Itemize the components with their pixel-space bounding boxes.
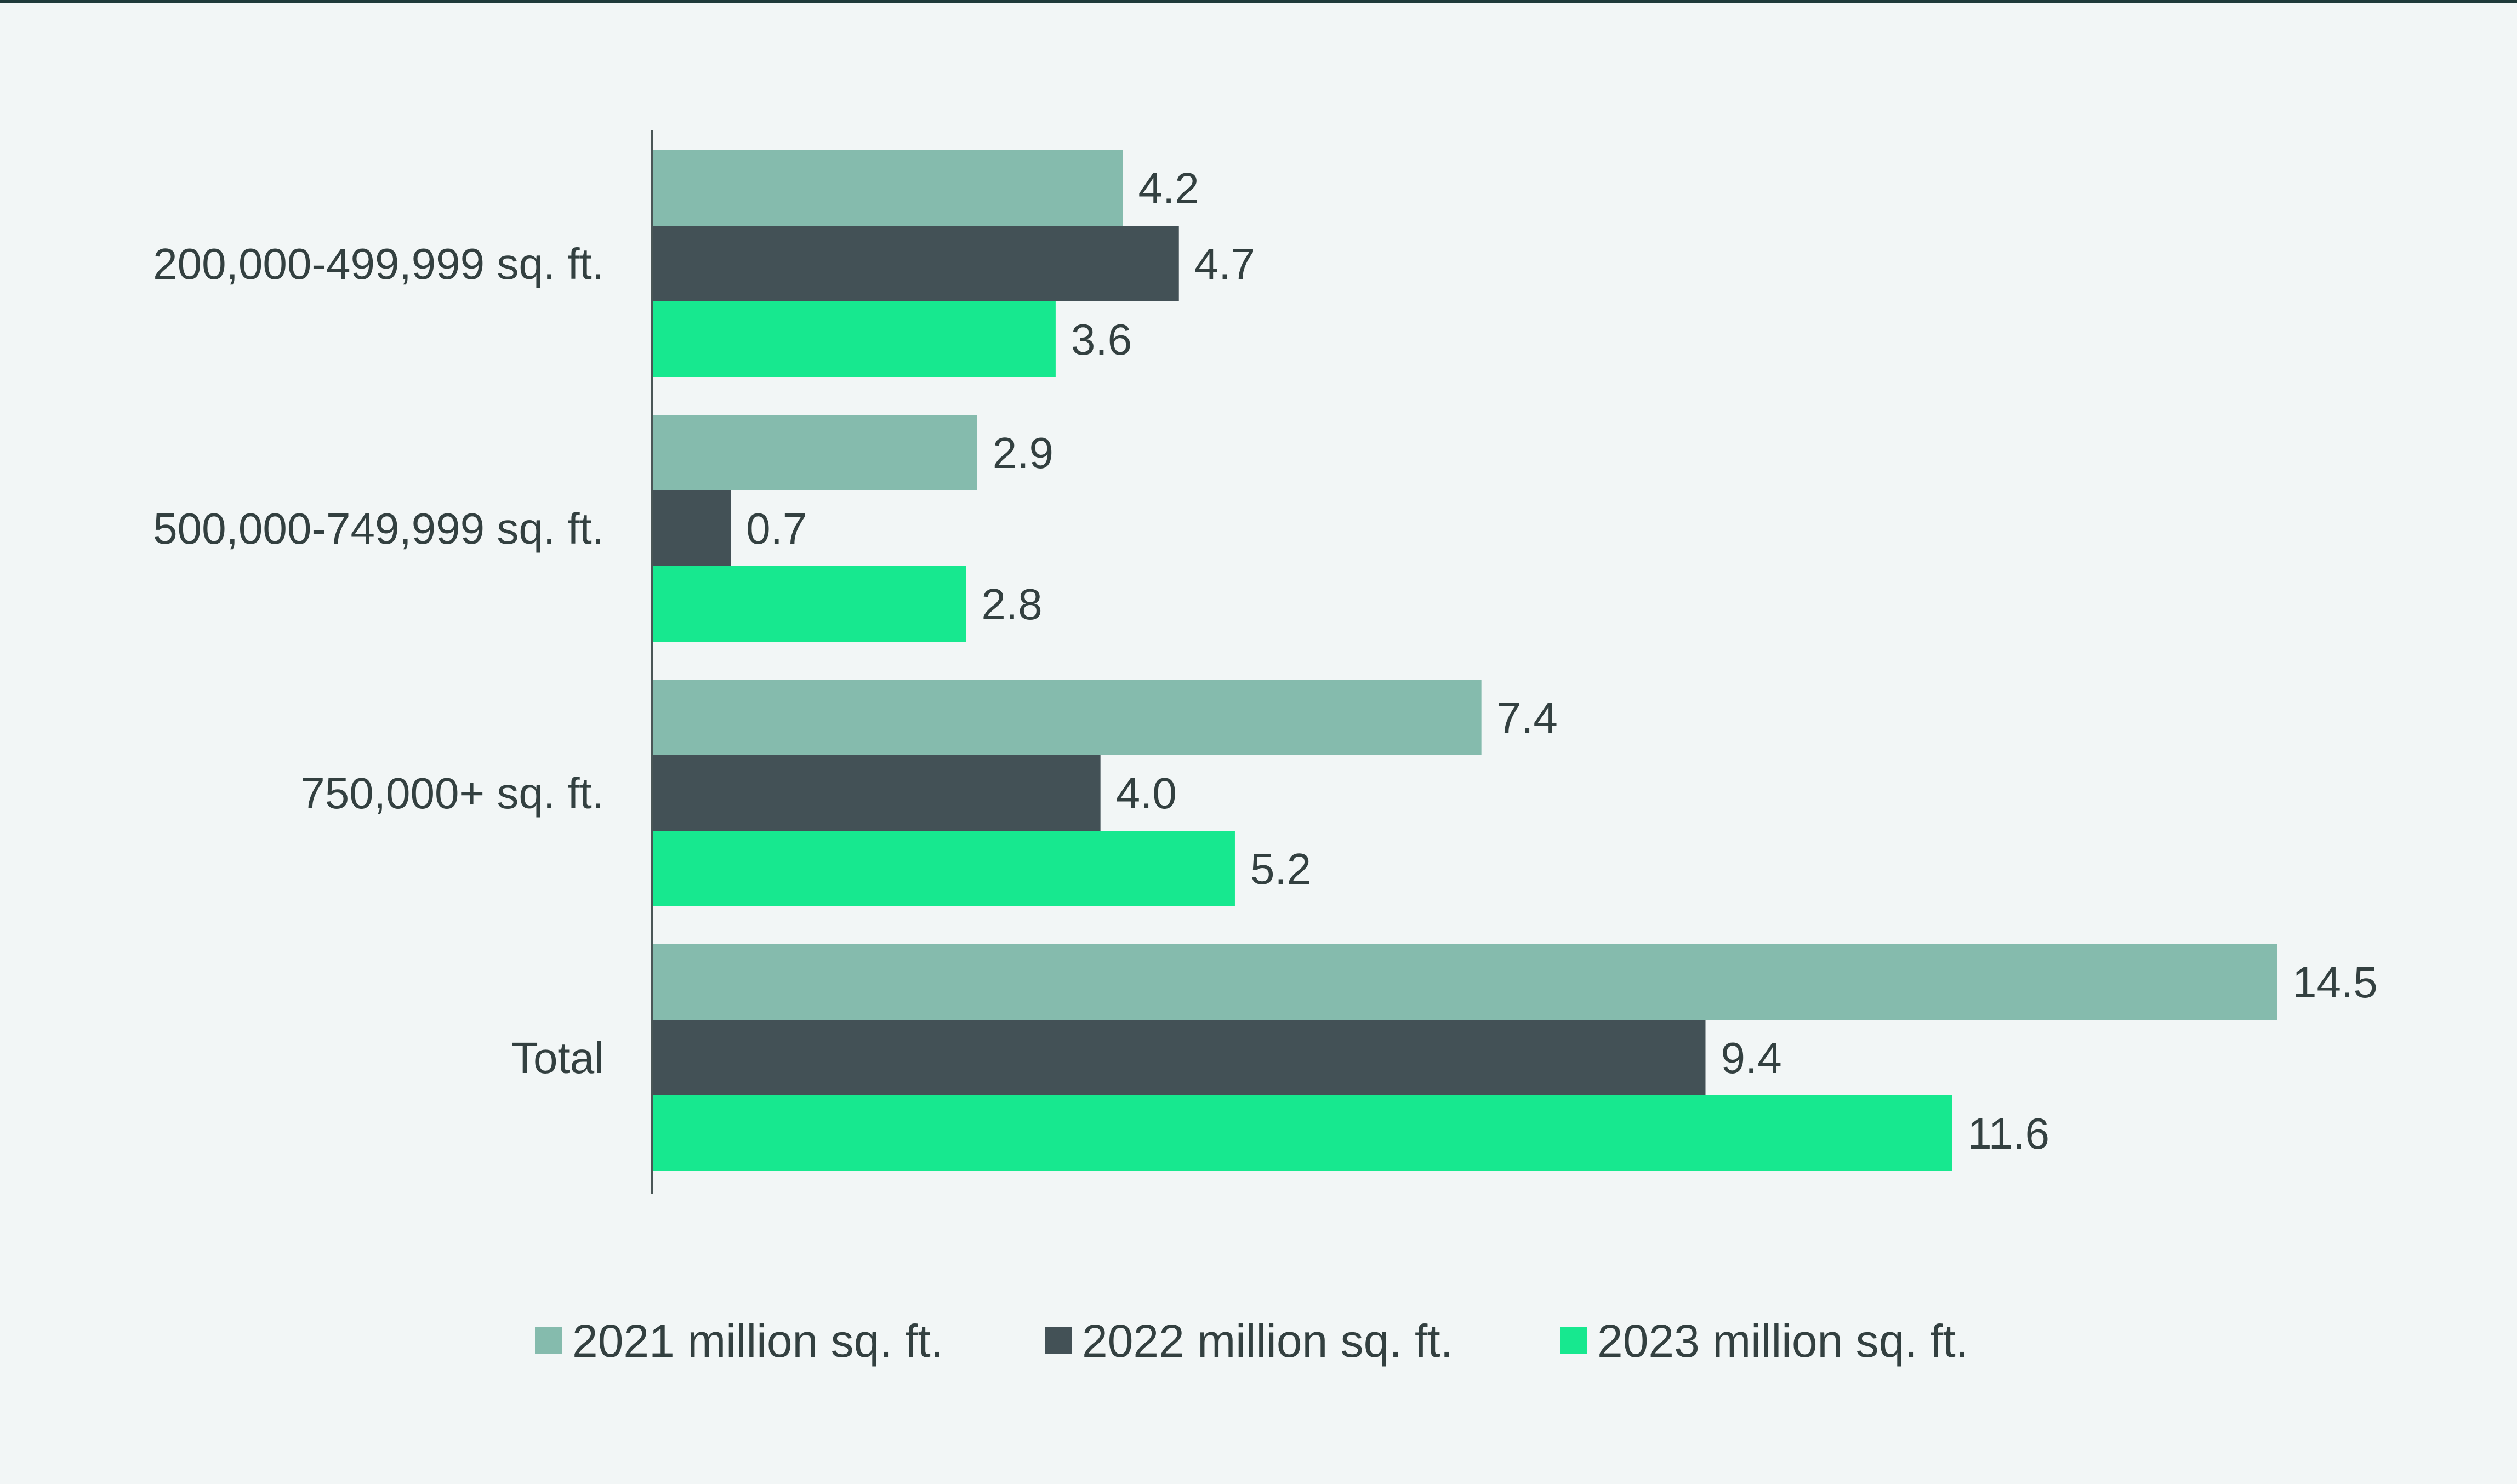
data-label-total-2023-million-sq-ft: 11.6 bbox=[1967, 1109, 2049, 1158]
legend-swatch-2021-million-sq-ft bbox=[535, 1327, 562, 1354]
data-label-200-000-499-999-sq-ft-2021-million-sq-ft: 4.2 bbox=[1138, 164, 1199, 213]
legend-label-2022-million-sq-ft: 2022 million sq. ft. bbox=[1082, 1315, 1453, 1367]
legend-swatch-2023-million-sq-ft bbox=[1560, 1327, 1587, 1354]
bar-200-000-499-999-sq-ft-2021-million-sq-ft bbox=[652, 150, 1123, 226]
data-label-200-000-499-999-sq-ft-2022-million-sq-ft: 4.7 bbox=[1194, 239, 1255, 288]
bar-500-000-749-999-sq-ft-2022-million-sq-ft bbox=[652, 490, 731, 566]
data-label-500-000-749-999-sq-ft-2022-million-sq-ft: 0.7 bbox=[746, 504, 807, 553]
legend-label-2023-million-sq-ft: 2023 million sq. ft. bbox=[1597, 1315, 1968, 1367]
data-label-total-2022-million-sq-ft: 9.4 bbox=[1721, 1034, 1781, 1082]
bar-500-000-749-999-sq-ft-2021-million-sq-ft bbox=[652, 415, 977, 490]
bar-chart: 200,000-499,999 sq. ft. 4.2 4.7 3.6 500,000-… bbox=[153, 130, 2378, 1367]
bar-500-000-749-999-sq-ft-2023-million-sq-ft bbox=[652, 566, 966, 642]
legend-swatch-2022-million-sq-ft bbox=[1045, 1327, 1072, 1354]
category-label-200-000-499-999-sq-ft: 200,000-499,999 sq. ft. bbox=[153, 239, 604, 288]
data-label-750-000-sq-ft-2021-million-sq-ft: 7.4 bbox=[1497, 693, 1558, 742]
data-label-750-000-sq-ft-2023-million-sq-ft: 5.2 bbox=[1250, 844, 1311, 893]
bar-total-2021-million-sq-ft bbox=[652, 944, 2277, 1020]
bars-layer bbox=[652, 150, 2277, 1171]
bar-total-2023-million-sq-ft bbox=[652, 1095, 1952, 1171]
bar-750-000-sq-ft-2023-million-sq-ft bbox=[652, 831, 1235, 906]
bar-200-000-499-999-sq-ft-2023-million-sq-ft bbox=[652, 301, 1056, 377]
bar-750-000-sq-ft-2021-million-sq-ft bbox=[652, 680, 1482, 755]
data-label-750-000-sq-ft-2022-million-sq-ft: 4.0 bbox=[1116, 769, 1177, 818]
bar-total-2022-million-sq-ft bbox=[652, 1020, 1706, 1095]
data-label-500-000-749-999-sq-ft-2023-million-sq-ft: 2.8 bbox=[981, 580, 1042, 629]
labels-layer: 200,000-499,999 sq. ft. 4.2 4.7 3.6 500,000-… bbox=[153, 164, 2378, 1158]
bar-750-000-sq-ft-2022-million-sq-ft bbox=[652, 755, 1101, 831]
legend-label-2021-million-sq-ft: 2021 million sq. ft. bbox=[572, 1315, 943, 1367]
data-label-500-000-749-999-sq-ft-2021-million-sq-ft: 2.9 bbox=[993, 429, 1054, 477]
legend: 2021 million sq. ft. 2022 million sq. ft.… bbox=[535, 1315, 1968, 1367]
bar-200-000-499-999-sq-ft-2022-million-sq-ft bbox=[652, 226, 1179, 301]
category-label-500-000-749-999-sq-ft: 500,000-749,999 sq. ft. bbox=[153, 504, 604, 553]
data-label-200-000-499-999-sq-ft-2023-million-sq-ft: 3.6 bbox=[1071, 315, 1132, 364]
category-label-total: Total bbox=[511, 1034, 604, 1082]
data-label-total-2021-million-sq-ft: 14.5 bbox=[2292, 958, 2378, 1007]
category-label-750-000-sq-ft: 750,000+ sq. ft. bbox=[300, 769, 604, 818]
